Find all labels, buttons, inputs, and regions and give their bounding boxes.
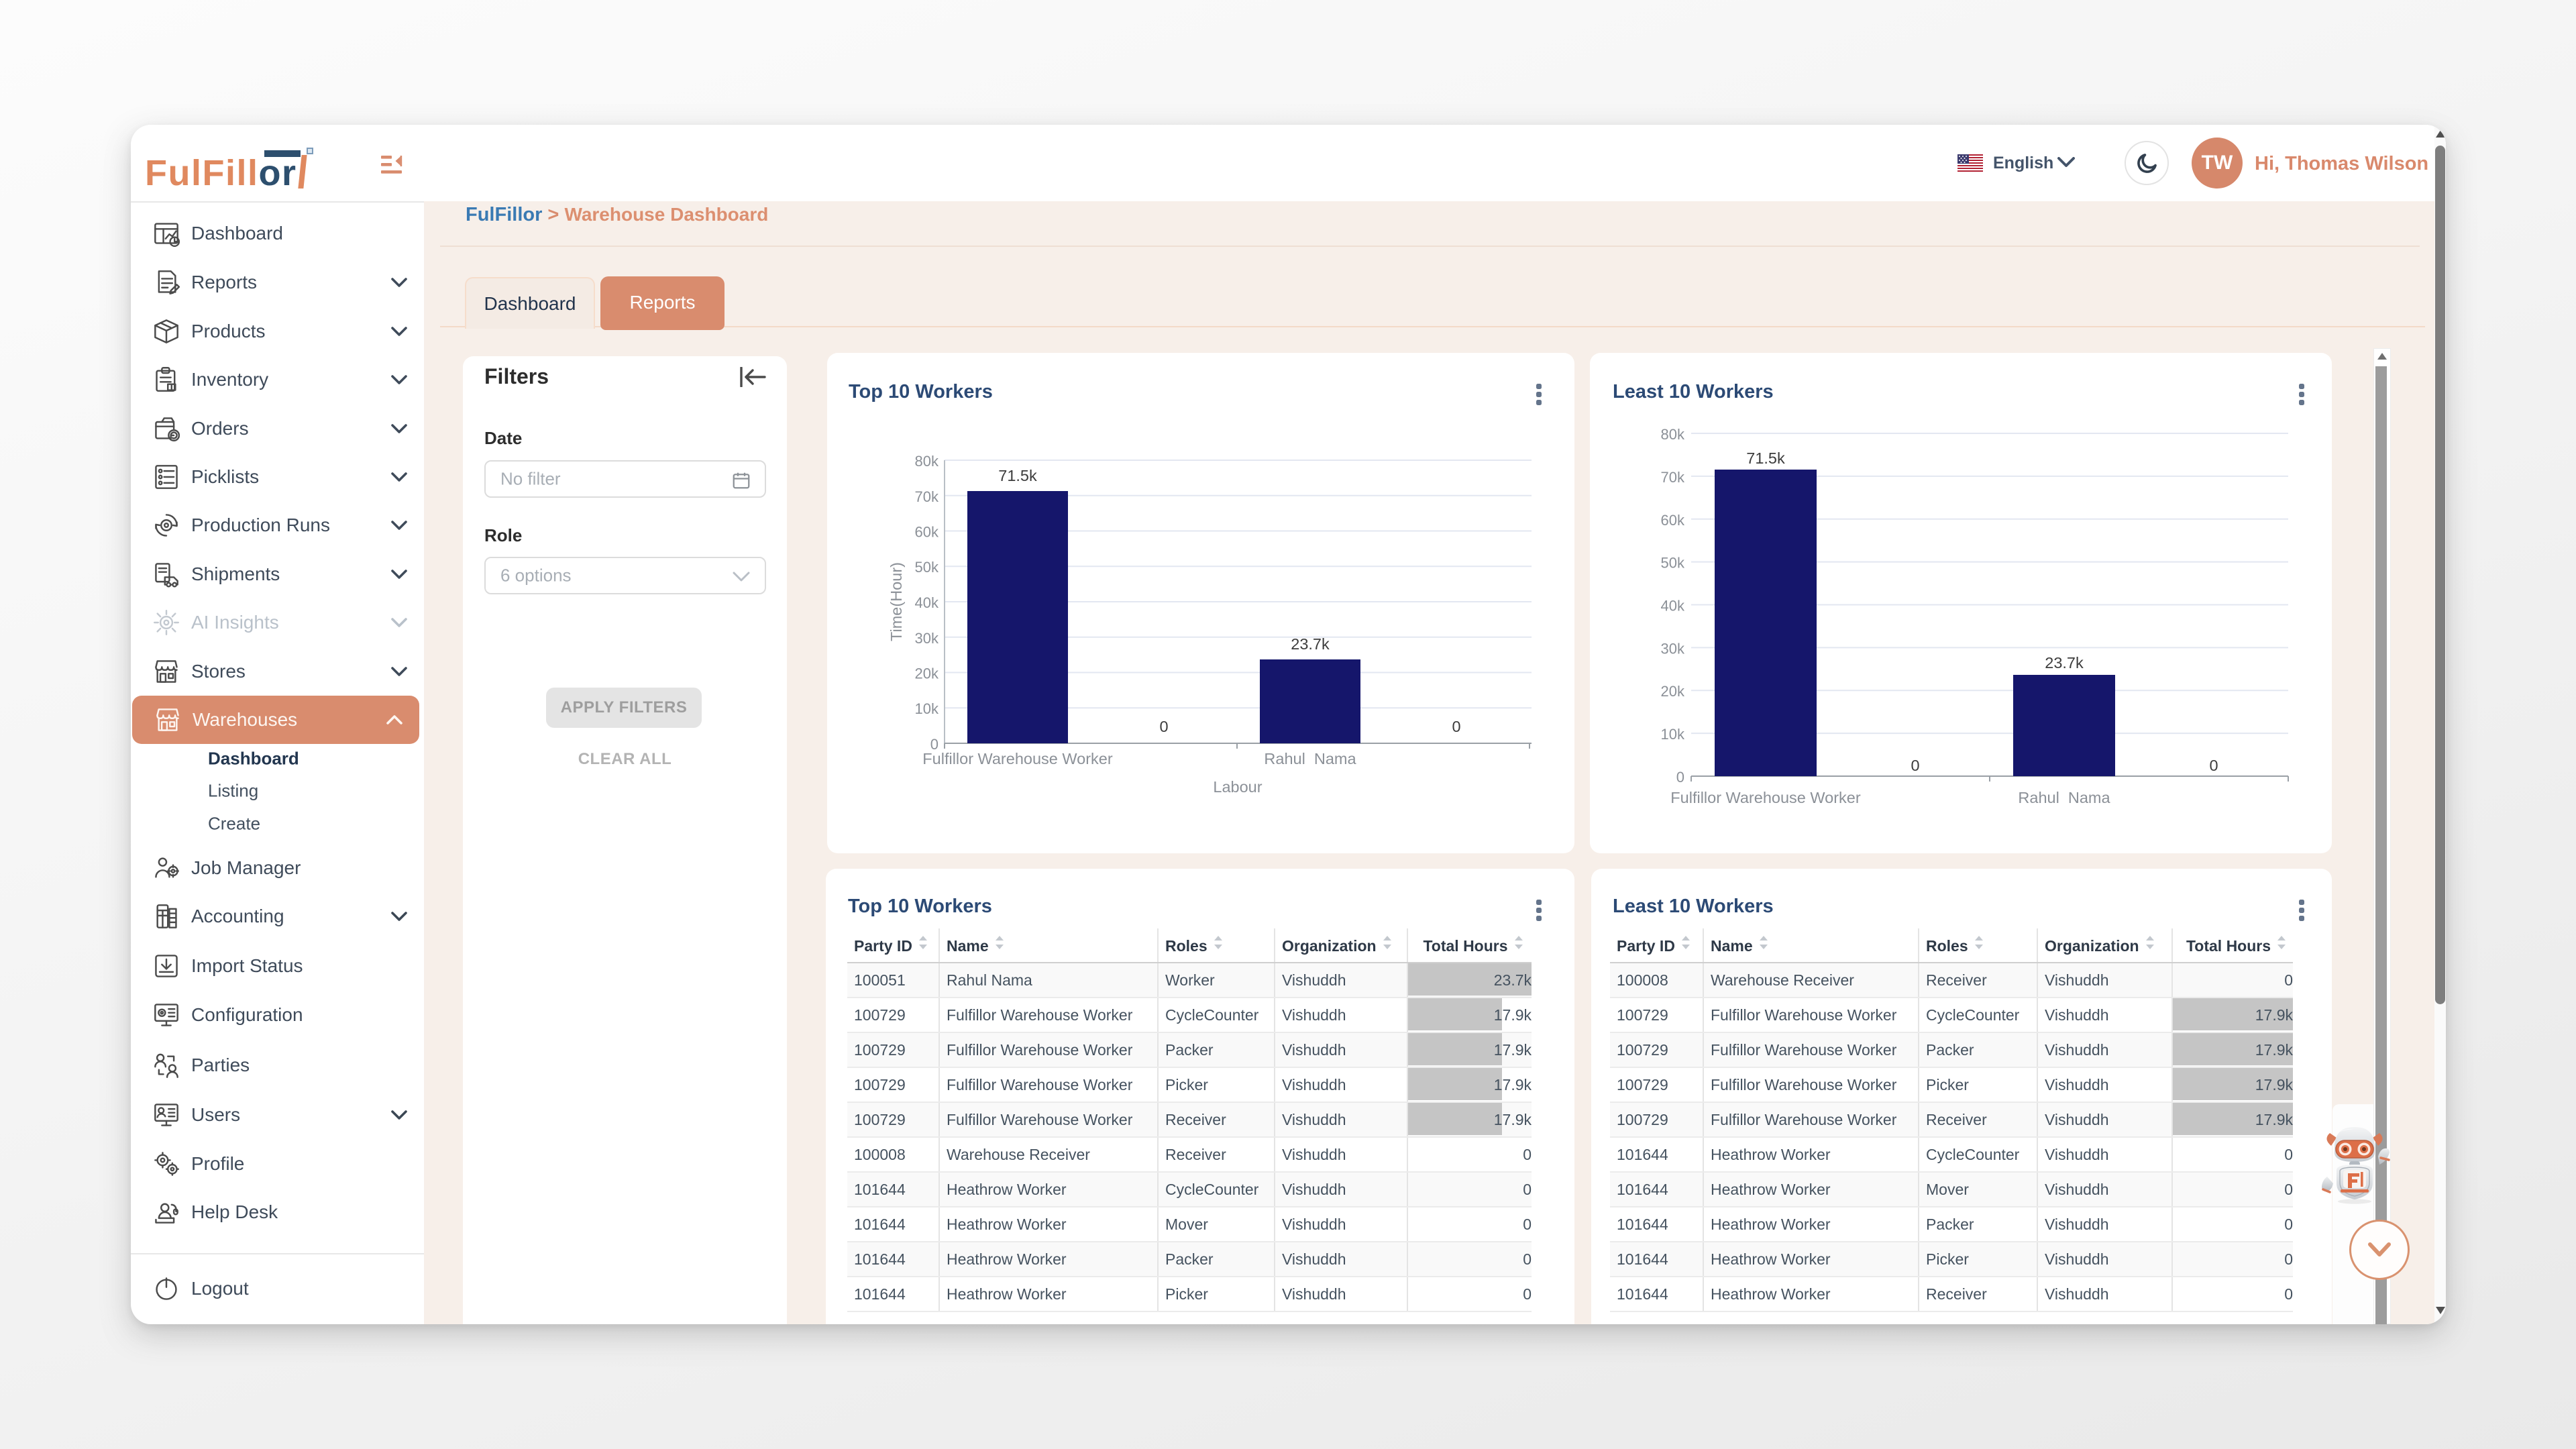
svg-text:10k: 10k (1661, 726, 1685, 743)
svg-text:0: 0 (2209, 757, 2218, 774)
svg-text:50k: 50k (1661, 555, 1685, 572)
svg-text:20k: 20k (915, 665, 939, 682)
svg-text:0: 0 (1676, 769, 1684, 786)
svg-text:20k: 20k (1661, 683, 1685, 700)
svg-text:23.7k: 23.7k (1291, 635, 1330, 653)
svg-text:40k: 40k (1661, 598, 1685, 614)
svg-text:Rahul Nama: Rahul Nama (2018, 789, 2110, 806)
svg-text:30k: 30k (1661, 640, 1685, 657)
svg-text:70k: 70k (1661, 469, 1685, 486)
svg-text:Labour: Labour (1213, 778, 1262, 796)
svg-text:0: 0 (1911, 757, 1919, 774)
svg-text:60k: 60k (915, 524, 939, 541)
svg-text:Fulfillor Warehouse Worker: Fulfillor Warehouse Worker (1670, 789, 1861, 806)
svg-text:Time(Hour): Time(Hour) (888, 562, 905, 641)
svg-text:50k: 50k (915, 559, 939, 576)
svg-text:0: 0 (1159, 718, 1168, 735)
svg-text:Rahul Nama: Rahul Nama (1264, 750, 1356, 767)
svg-text:0: 0 (1452, 718, 1460, 735)
svg-text:10k: 10k (915, 700, 939, 717)
svg-text:80k: 80k (1661, 426, 1685, 443)
svg-text:23.7k: 23.7k (2045, 654, 2084, 672)
svg-text:71.5k: 71.5k (1746, 449, 1785, 467)
svg-text:70k: 70k (915, 488, 939, 505)
svg-text:0: 0 (930, 736, 938, 753)
svg-text:30k: 30k (915, 630, 939, 647)
svg-text:40k: 40k (915, 594, 939, 611)
svg-text:60k: 60k (1661, 512, 1685, 529)
svg-text:Fulfillor Warehouse Worker: Fulfillor Warehouse Worker (922, 750, 1113, 767)
svg-text:80k: 80k (915, 453, 939, 470)
svg-text:71.5k: 71.5k (998, 467, 1037, 484)
